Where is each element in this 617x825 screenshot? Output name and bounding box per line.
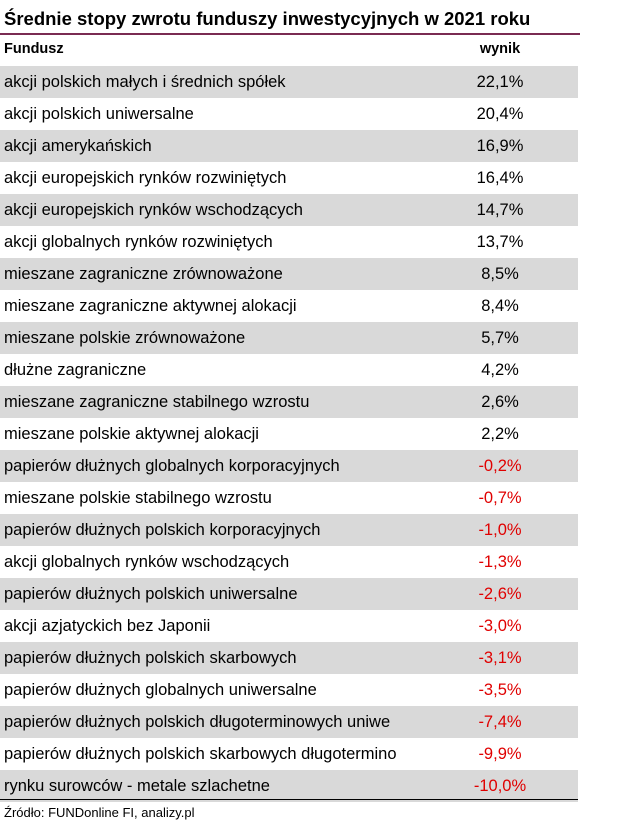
source-note: Źródło: FUNDonline FI, analizy.pl bbox=[4, 805, 195, 820]
fund-name: akcji globalnych rynków wschodzących bbox=[4, 553, 290, 571]
fund-name: akcji polskich małych i średnich spółek bbox=[4, 73, 286, 91]
table-row: papierów dłużnych polskich skarbowych dł… bbox=[0, 738, 578, 770]
fund-name: papierów dłużnych polskich długoterminow… bbox=[4, 713, 391, 731]
fund-result: 2,2% bbox=[481, 425, 519, 443]
table-row: papierów dłużnych globalnych uniwersalne… bbox=[0, 674, 578, 706]
fund-result: -0,7% bbox=[478, 489, 522, 507]
table-row: rynku surowców - metale szlachetne -10,0% bbox=[0, 770, 578, 802]
table-row: akcji globalnych rynków wschodzących -1,3… bbox=[0, 546, 578, 578]
fund-result: -3,0% bbox=[478, 617, 522, 635]
table-row: mieszane zagraniczne aktywnej alokacji 8,… bbox=[0, 290, 578, 322]
fund-name: papierów dłużnych globalnych uniwersalne bbox=[4, 681, 317, 699]
fund-name: akcji azjatyckich bez Japonii bbox=[4, 617, 211, 635]
table-row: akcji europejskich rynków rozwiniętych 16… bbox=[0, 162, 578, 194]
header-fund: Fundusz bbox=[4, 41, 64, 57]
fund-name: mieszane zagraniczne zrównoważone bbox=[4, 265, 283, 283]
fund-name: mieszane zagraniczne aktywnej alokacji bbox=[4, 297, 297, 315]
fund-result: 5,7% bbox=[481, 329, 519, 347]
table-row: akcji amerykańskich 16,9% bbox=[0, 130, 578, 162]
fund-table: akcji polskich małych i średnich spółek 2… bbox=[0, 66, 578, 802]
fund-result: 8,5% bbox=[481, 265, 519, 283]
fund-result: 14,7% bbox=[476, 201, 524, 219]
fund-result: 16,4% bbox=[476, 169, 524, 187]
fund-name: mieszane polskie zrównoważone bbox=[4, 329, 246, 347]
table-row: papierów dłużnych polskich korporacyjnyc… bbox=[0, 514, 578, 546]
table-bottom-divider bbox=[0, 799, 578, 800]
table-row: mieszane polskie aktywnej alokacji 2,2% bbox=[0, 418, 578, 450]
fund-name: mieszane zagraniczne stabilnego wzrostu bbox=[4, 393, 310, 411]
fund-result: 16,9% bbox=[476, 137, 524, 155]
fund-name: akcji amerykańskich bbox=[4, 137, 152, 155]
table-row: akcji polskich małych i średnich spółek 2… bbox=[0, 66, 578, 98]
fund-name: papierów dłużnych polskich skarbowych dł… bbox=[4, 745, 397, 763]
title-divider bbox=[0, 33, 580, 35]
fund-result: 4,2% bbox=[481, 361, 519, 379]
table-row: dłużne zagraniczne 4,2% bbox=[0, 354, 578, 386]
fund-name: papierów dłużnych globalnych korporacyjn… bbox=[4, 457, 340, 475]
fund-result: -10,0% bbox=[473, 777, 527, 795]
table-row: akcji azjatyckich bez Japonii -3,0% bbox=[0, 610, 578, 642]
fund-result: -7,4% bbox=[478, 713, 522, 731]
table-row: papierów dłużnych polskich długoterminow… bbox=[0, 706, 578, 738]
table-row: mieszane polskie stabilnego wzrostu -0,7% bbox=[0, 482, 578, 514]
fund-result: 22,1% bbox=[476, 73, 524, 91]
fund-name: papierów dłużnych polskich korporacyjnyc… bbox=[4, 521, 321, 539]
table-row: akcji europejskich rynków wschodzących 14… bbox=[0, 194, 578, 226]
fund-name: papierów dłużnych polskich uniwersalne bbox=[4, 585, 298, 603]
fund-name: dłużne zagraniczne bbox=[4, 361, 147, 379]
fund-result: -1,0% bbox=[478, 521, 522, 539]
fund-result: -3,5% bbox=[478, 681, 522, 699]
fund-result: -0,2% bbox=[478, 457, 522, 475]
header-result: wynik bbox=[479, 41, 521, 57]
fund-result: 20,4% bbox=[476, 105, 524, 123]
fund-result: -1,3% bbox=[478, 553, 522, 571]
fund-result: 8,4% bbox=[481, 297, 519, 315]
table-row: akcji globalnych rynków rozwiniętych 13,7… bbox=[0, 226, 578, 258]
fund-result: 2,6% bbox=[481, 393, 519, 411]
fund-result: -2,6% bbox=[478, 585, 522, 603]
fund-name: akcji polskich uniwersalne bbox=[4, 105, 194, 123]
table-row: papierów dłużnych polskich skarbowych -3,… bbox=[0, 642, 578, 674]
fund-name: akcji europejskich rynków wschodzących bbox=[4, 201, 303, 219]
table-row: akcji polskich uniwersalne 20,4% bbox=[0, 98, 578, 130]
fund-name: papierów dłużnych polskich skarbowych bbox=[4, 649, 297, 667]
table-header: Fundusz wynik bbox=[0, 36, 578, 64]
fund-result: -3,1% bbox=[478, 649, 522, 667]
table-row: papierów dłużnych globalnych korporacyjn… bbox=[0, 450, 578, 482]
fund-result: 13,7% bbox=[476, 233, 524, 251]
table-row: papierów dłużnych polskich uniwersalne -2… bbox=[0, 578, 578, 610]
table-row: mieszane polskie zrównoważone 5,7% bbox=[0, 322, 578, 354]
table-row: mieszane zagraniczne stabilnego wzrostu 2… bbox=[0, 386, 578, 418]
page-title: Średnie stopy zwrotu funduszy inwestycyj… bbox=[4, 8, 531, 29]
fund-name: rynku surowców - metale szlachetne bbox=[4, 777, 270, 795]
fund-result: -9,9% bbox=[478, 745, 522, 763]
fund-name: akcji globalnych rynków rozwiniętych bbox=[4, 233, 273, 251]
fund-name: mieszane polskie aktywnej alokacji bbox=[4, 425, 259, 443]
table-row: mieszane zagraniczne zrównoważone 8,5% bbox=[0, 258, 578, 290]
fund-name: akcji europejskich rynków rozwiniętych bbox=[4, 169, 287, 187]
fund-name: mieszane polskie stabilnego wzrostu bbox=[4, 489, 272, 507]
